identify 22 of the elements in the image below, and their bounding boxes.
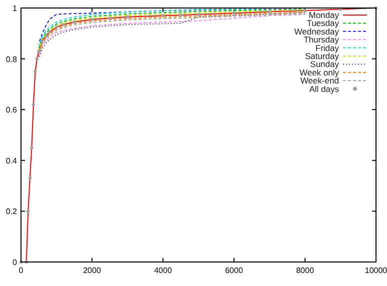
x-tick-label: 0 <box>18 266 24 275</box>
x-tick-label: 4000 <box>154 266 172 275</box>
legend-label: Tuesday <box>306 18 340 28</box>
x-tick-label: 6000 <box>225 266 244 275</box>
legend-label: All days <box>309 84 339 94</box>
legend-label: Friday <box>315 42 340 53</box>
y-tick-label: 0.8 <box>6 54 18 64</box>
legend-label: Wednesday <box>294 26 340 36</box>
y-tick-label: 1 <box>12 4 18 13</box>
x-tick-label: 2000 <box>83 266 102 275</box>
x-tick-label: 8000 <box>296 266 314 275</box>
legend-label: Thursday <box>304 34 340 45</box>
y-tick-label: 0.4 <box>6 156 18 166</box>
legend-label: Saturday <box>304 51 340 61</box>
y-tick-label: 0.6 <box>6 106 18 115</box>
legend-label: Week-end <box>300 76 340 86</box>
x-tick-label: 10000 <box>364 266 387 275</box>
legend-label: Week only <box>299 67 340 78</box>
y-tick-label: 0 <box>12 258 18 267</box>
legend-label: Sunday <box>310 59 340 70</box>
legend-label: Monday <box>308 10 340 20</box>
y-tick-label: 0.2 <box>6 207 18 216</box>
